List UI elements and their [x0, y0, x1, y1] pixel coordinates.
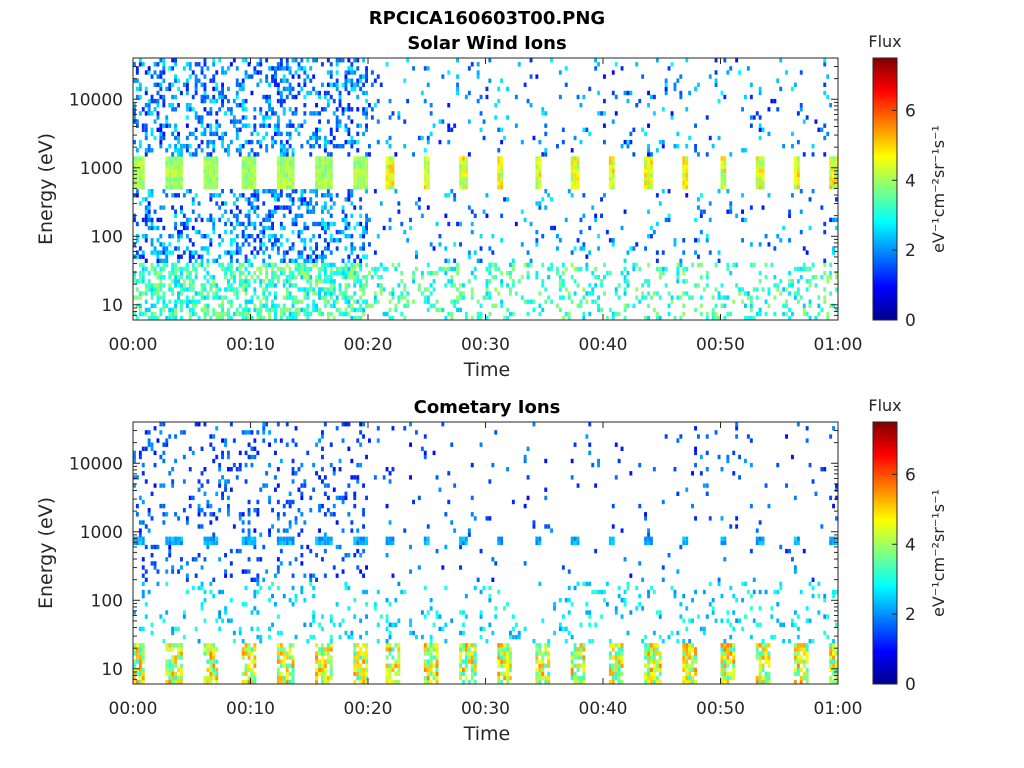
colorbar-tick-label: 6 — [905, 465, 916, 485]
panel-solar-wind-ions: Solar Wind Ions 00:00 00:10 00:20 00:30 00:4… — [35, 32, 948, 381]
y-tick-label: 100 — [91, 591, 123, 611]
x-tick-label: 01:00 — [814, 335, 863, 355]
x-tick-label: 00:50 — [696, 335, 745, 355]
x-tick-label: 00:00 — [109, 335, 158, 355]
colorbar-tick-label: 2 — [905, 605, 916, 625]
spectrogram-cells — [133, 58, 838, 321]
y-tick-label: 1000 — [80, 159, 123, 179]
colorbar-tick-label: 2 — [905, 241, 916, 261]
y-tick-label: 1000 — [80, 523, 123, 543]
x-tick-label: 00:30 — [461, 335, 510, 355]
colorbar-unit: eV⁻¹cm⁻²sr⁻¹s⁻¹ — [929, 489, 948, 617]
x-tick-label: 00:20 — [344, 335, 393, 355]
x-tick-label: 00:50 — [696, 699, 745, 719]
colorbar-tick-label: 4 — [905, 171, 916, 191]
x-tick-label: 00:40 — [579, 335, 628, 355]
panel-cometary-ions: Cometary Ions 00:00 00:10 00:20 00:30 00:40 0… — [35, 396, 948, 745]
colorbar: 0 2 4 6 — [872, 57, 916, 331]
figure-title: RPCICA160603T00.PNG — [369, 8, 605, 29]
x-tick-label: 00:10 — [226, 699, 275, 719]
x-axis-label: Time — [463, 359, 511, 381]
colorbar-tick-label: 0 — [905, 675, 916, 695]
x-tick-label: 00:10 — [226, 335, 275, 355]
colorbar-gradient — [872, 421, 898, 685]
plot-area: 00:00 00:10 00:20 00:30 00:40 00:50 01:00 10 100… — [69, 421, 863, 719]
x-tick-label: 00:20 — [344, 699, 393, 719]
colorbar-tick-label: 4 — [905, 535, 916, 555]
y-axis-label: Energy (eV) — [35, 133, 57, 245]
colorbar-unit: eV⁻¹cm⁻²sr⁻¹s⁻¹ — [929, 125, 948, 253]
y-tick-label: 10 — [101, 296, 123, 316]
plot-area: 00:00 00:10 00:20 00:30 00:40 00:50 01:00 10 100… — [69, 57, 863, 355]
x-tick-label: 00:00 — [109, 699, 158, 719]
colorbar-label: Flux — [868, 32, 901, 51]
y-axis-label: Energy (eV) — [35, 497, 57, 609]
colorbar-gradient — [872, 57, 898, 321]
y-tick-label: 100 — [91, 227, 123, 247]
chart-title: Solar Wind Ions — [407, 33, 566, 54]
x-axis-label: Time — [463, 723, 511, 745]
colorbar-label: Flux — [868, 396, 901, 415]
x-tick-label: 00:40 — [579, 699, 628, 719]
chart-title: Cometary Ions — [414, 397, 561, 418]
colorbar-tick-label: 6 — [905, 101, 916, 121]
spectrogram-cells — [133, 422, 838, 685]
y-tick-label: 10000 — [69, 90, 123, 110]
y-tick-label: 10000 — [69, 454, 123, 474]
colorbar: 0 2 4 6 — [872, 421, 916, 695]
x-tick-label: 01:00 — [814, 699, 863, 719]
x-tick-label: 00:30 — [461, 699, 510, 719]
y-tick-label: 10 — [101, 660, 123, 680]
colorbar-tick-label: 0 — [905, 311, 916, 331]
